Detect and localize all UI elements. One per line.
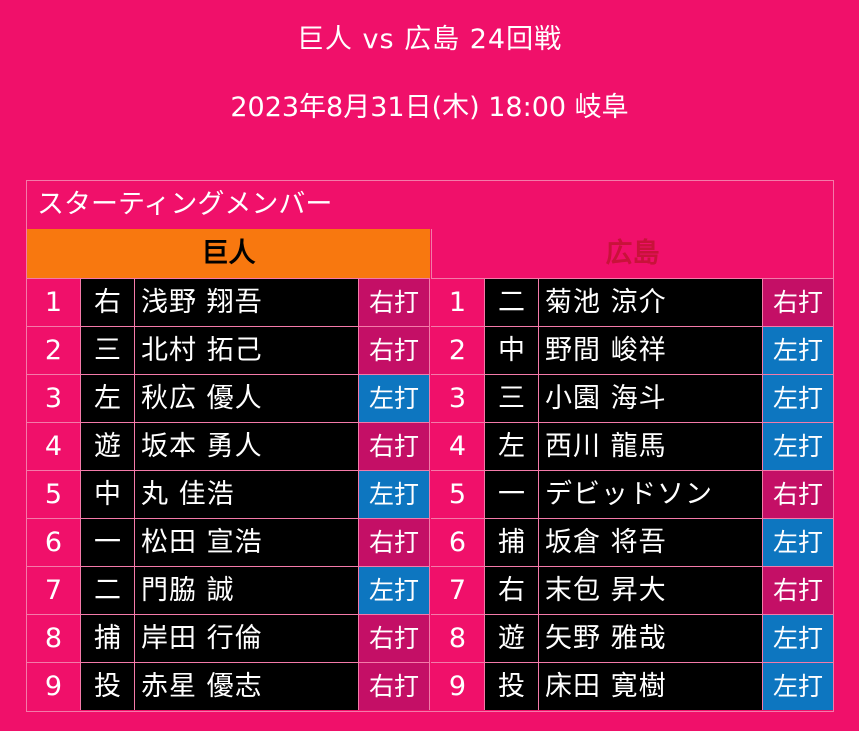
player-name: 西川 龍馬 (539, 422, 763, 470)
player-name: 秋広 優人 (135, 374, 359, 422)
fielding-position: 一 (81, 518, 135, 566)
fielding-position: 遊 (81, 422, 135, 470)
fielding-position: 右 (485, 566, 539, 614)
batting-side-badge: 右打 (359, 518, 430, 566)
fielding-position: 一 (485, 470, 539, 518)
player-name: デビッドソン (539, 470, 763, 518)
batting-side-badge: 左打 (763, 326, 834, 374)
batting-order: 5 (431, 470, 485, 518)
fielding-position: 二 (485, 278, 539, 326)
fielding-position: 捕 (485, 518, 539, 566)
batting-side-badge: 左打 (359, 566, 430, 614)
fielding-position: 三 (485, 374, 539, 422)
batting-side-badge: 右打 (763, 278, 834, 326)
batting-order: 7 (431, 566, 485, 614)
batting-order: 6 (431, 518, 485, 566)
fielding-position: 遊 (485, 614, 539, 662)
team-header-away: 広島 (431, 229, 833, 278)
player-name: 菊池 涼介 (539, 278, 763, 326)
batting-side-badge: 左打 (359, 470, 430, 518)
batting-side-badge: 右打 (359, 326, 430, 374)
batting-order: 1 (431, 278, 485, 326)
batting-side-badge: 左打 (763, 614, 834, 662)
batting-side-badge: 右打 (359, 662, 430, 710)
fielding-position: 三 (81, 326, 135, 374)
player-name: 北村 拓己 (135, 326, 359, 374)
player-name: 小園 海斗 (539, 374, 763, 422)
player-name: 赤星 優志 (135, 662, 359, 710)
section-title: スターティングメンバー (37, 189, 333, 220)
player-name: 岸田 行倫 (135, 614, 359, 662)
player-name: 坂本 勇人 (135, 422, 359, 470)
fielding-position: 捕 (81, 614, 135, 662)
player-name: 門脇 誠 (135, 566, 359, 614)
fielding-position: 左 (485, 422, 539, 470)
batting-side-badge: 右打 (763, 566, 834, 614)
player-name: 浅野 翔吾 (135, 278, 359, 326)
batting-side-badge: 右打 (359, 278, 430, 326)
batting-order: 5 (27, 470, 81, 518)
fielding-position: 中 (81, 470, 135, 518)
batting-order: 4 (27, 422, 81, 470)
batting-side-badge: 右打 (359, 422, 430, 470)
player-name: 野間 峻祥 (539, 326, 763, 374)
batting-order: 1 (27, 278, 81, 326)
fielding-position: 左 (81, 374, 135, 422)
batting-side-badge: 右打 (359, 614, 430, 662)
batting-order: 3 (431, 374, 485, 422)
fielding-position: 右 (81, 278, 135, 326)
batting-order: 7 (27, 566, 81, 614)
batting-order: 6 (27, 518, 81, 566)
team-header-home: 巨人 (27, 229, 430, 278)
player-name: 末包 昇大 (539, 566, 763, 614)
batting-order: 9 (27, 662, 81, 710)
player-name: 坂倉 将吾 (539, 518, 763, 566)
batting-order: 3 (27, 374, 81, 422)
fielding-position: 投 (485, 662, 539, 710)
batting-side-badge: 左打 (763, 662, 834, 710)
batting-order: 9 (431, 662, 485, 710)
player-name: 丸 佳浩 (135, 470, 359, 518)
player-name: 床田 寛樹 (539, 662, 763, 710)
batting-order: 8 (27, 614, 81, 662)
player-name: 矢野 雅哉 (539, 614, 763, 662)
batting-order: 2 (27, 326, 81, 374)
batting-side-badge: 左打 (763, 518, 834, 566)
fielding-position: 中 (485, 326, 539, 374)
fielding-position: 投 (81, 662, 135, 710)
fielding-position: 二 (81, 566, 135, 614)
batting-order: 4 (431, 422, 485, 470)
lineup-table: スターティングメンバー 巨人 広島 1 右浅野 翔吾 右打 2 三北村 拓己 右打 3 左秋広… (26, 180, 834, 712)
player-name: 松田 宣浩 (135, 518, 359, 566)
batting-side-badge: 左打 (763, 422, 834, 470)
batting-side-badge: 左打 (763, 374, 834, 422)
batting-side-badge: 左打 (359, 374, 430, 422)
game-title: 巨人 vs 広島 24回戦 (296, 24, 563, 55)
batting-order: 2 (431, 326, 485, 374)
batting-side-badge: 右打 (763, 470, 834, 518)
game-date-venue: 2023年8月31日(木) 18:00 岐阜 (230, 92, 629, 123)
batting-order: 8 (431, 614, 485, 662)
